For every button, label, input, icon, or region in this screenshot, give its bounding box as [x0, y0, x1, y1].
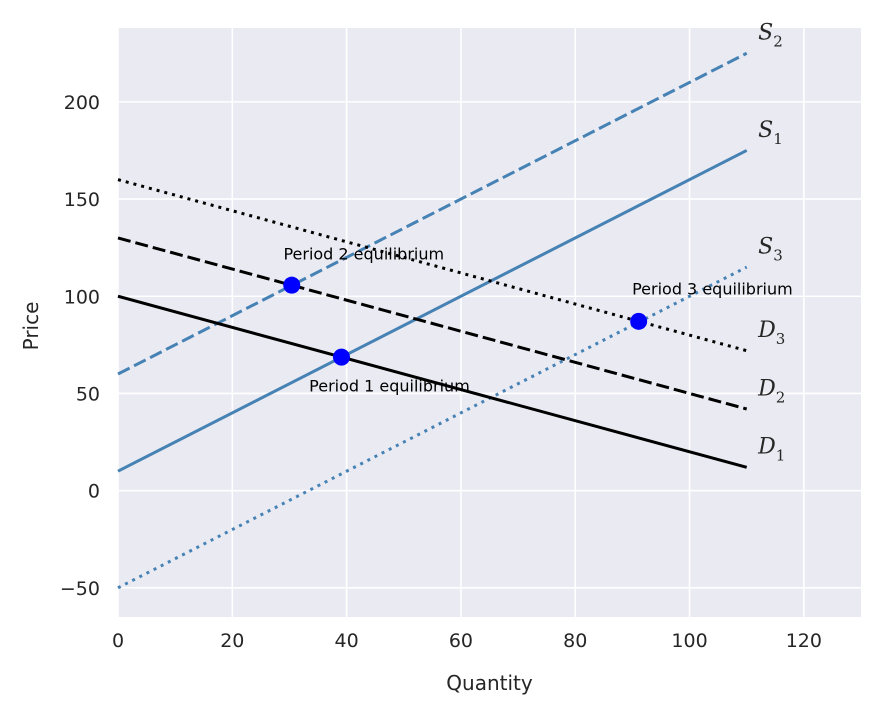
curve-label-d2: D2 [757, 376, 785, 406]
curve-label-d1: D1 [757, 435, 785, 465]
equilibrium-point-1 [332, 348, 350, 366]
y-tick-label: 0 [88, 481, 100, 503]
grid [117, 28, 861, 617]
series-lines [117, 51, 748, 590]
equilibrium-label-1: Period 1 equilibrium [309, 377, 470, 396]
series-line-d1 [117, 294, 748, 469]
curve-label-s2: S2 [758, 21, 783, 51]
equilibrium-point-3 [630, 312, 648, 330]
y-tick-label: 100 [64, 286, 100, 308]
x-tick-label: 60 [449, 630, 473, 652]
x-axis-label: Quantity [446, 671, 533, 695]
curve-label-d3: D3 [757, 318, 785, 348]
x-tick-label: 80 [563, 630, 587, 652]
equilibrium-label-3: Period 3 equilibrium [632, 279, 793, 298]
series-line-s3 [117, 265, 748, 590]
annotations: Period 1 equilibrium Period 2 equilibrium… [283, 244, 792, 395]
x-tick-label: 100 [671, 630, 707, 652]
x-tick-label: 20 [220, 630, 244, 652]
equilibrium-point-2 [283, 276, 301, 294]
curve-labels: S2 S1 S3 D3 D2 D1 [757, 21, 785, 465]
x-tick-label: 120 [786, 630, 822, 652]
y-tick-label: 200 [64, 92, 100, 114]
plot-background [118, 28, 861, 617]
y-axis-label: Price [19, 302, 43, 351]
curve-label-s3: S3 [758, 234, 783, 264]
x-tick-label: 0 [112, 630, 124, 652]
curve-label-s1: S1 [758, 118, 783, 148]
series-line-s1 [117, 149, 748, 473]
equilibrium-label-2: Period 2 equilibrium [283, 244, 444, 263]
y-tick-label: −50 [60, 578, 100, 600]
y-tick-label: 50 [76, 383, 100, 405]
series-line-s2 [117, 51, 748, 376]
y-tick-labels: −50 0 50 100 150 200 [60, 92, 100, 600]
equilibrium-points [283, 276, 648, 366]
x-tick-label: 40 [335, 630, 359, 652]
series-line-d2 [117, 236, 748, 411]
x-tick-labels: 0 20 40 60 80 100 120 [112, 630, 822, 652]
y-tick-label: 150 [64, 189, 100, 211]
